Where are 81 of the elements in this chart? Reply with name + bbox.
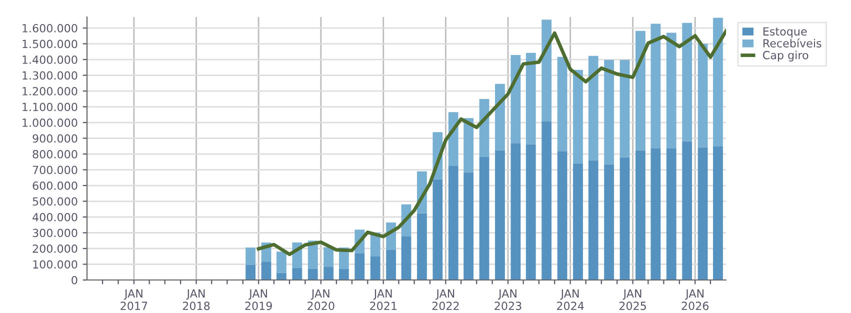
bar — [682, 141, 692, 280]
bar — [510, 54, 521, 144]
bar — [354, 254, 365, 280]
legend-label: Recebíveis — [763, 38, 822, 48]
y-tick-label: 400.000 — [32, 212, 78, 222]
bar — [246, 264, 256, 280]
bar — [713, 146, 723, 280]
y-tick-label: 500.000 — [32, 197, 78, 206]
bar — [261, 262, 272, 280]
bar — [666, 32, 676, 148]
bar — [588, 56, 598, 160]
y-tick-label: 100.000 — [33, 260, 78, 269]
bar — [495, 84, 505, 150]
line-series — [256, 29, 726, 256]
bar — [588, 160, 598, 280]
bar — [370, 256, 380, 280]
y-tick-label: 0 — [72, 276, 78, 284]
bar — [636, 150, 646, 280]
bar — [464, 172, 474, 280]
bar — [636, 30, 646, 150]
bar — [246, 248, 256, 265]
bar — [573, 163, 583, 280]
y-tick-label: 600.000 — [32, 181, 78, 190]
bar — [620, 60, 630, 158]
x-tick-label: JAN 2020 — [308, 289, 334, 310]
bar — [557, 151, 568, 280]
bar — [308, 268, 318, 280]
bar — [432, 179, 443, 280]
x-tick-label: JAN 2026 — [682, 289, 709, 310]
bar — [338, 268, 349, 280]
bar — [620, 157, 630, 280]
bar — [276, 252, 286, 273]
bar — [276, 272, 286, 280]
bar — [650, 148, 661, 280]
bar — [324, 266, 334, 280]
bar — [292, 268, 302, 280]
bar — [495, 150, 505, 280]
y-tick-label: 1.300.000 — [22, 71, 78, 80]
bar — [713, 18, 723, 146]
y-tick-label: 1.100.000 — [22, 102, 78, 112]
bar — [542, 20, 552, 122]
y-tick-label: 1.400.000 — [22, 55, 78, 64]
y-tick-label: 1.200.000 — [22, 86, 78, 96]
x-tick-label: JAN 2024 — [556, 289, 584, 310]
bar — [698, 147, 708, 280]
bar — [604, 60, 614, 164]
y-tick-label: 200.000 — [32, 244, 78, 253]
y-tick-label: 1.000.000 — [22, 118, 78, 127]
bar — [682, 22, 692, 142]
x-tick-label: JAN 2017 — [120, 289, 148, 310]
bar — [573, 70, 583, 164]
bar — [526, 52, 536, 144]
y-tick-label: 800.000 — [32, 150, 78, 158]
bar — [526, 144, 536, 280]
y-tick-label: 1.500.000 — [22, 40, 78, 48]
bar — [448, 166, 458, 280]
x-tick-label: JAN 2023 — [494, 289, 522, 310]
bar — [324, 247, 334, 267]
bar — [650, 24, 661, 148]
bar — [401, 236, 412, 280]
bar — [666, 148, 676, 280]
x-tick-label: JAN 2019 — [245, 289, 272, 310]
y-tick-label: 700.000 — [32, 166, 78, 174]
y-tick-label: 900.000 — [32, 134, 78, 143]
x-tick-label: JAN 2021 — [370, 289, 396, 310]
legend-label: Cap giro — [763, 50, 808, 62]
x-tick-label: JAN 2018 — [182, 289, 210, 310]
bar — [604, 164, 614, 280]
bar — [386, 250, 396, 280]
bar — [557, 56, 568, 152]
bar — [698, 44, 708, 148]
x-tick-label: JAN 2025 — [619, 289, 646, 310]
bar — [479, 157, 490, 280]
bar — [542, 121, 552, 280]
legend-label: Estoque — [763, 27, 807, 38]
bar — [464, 118, 474, 172]
y-tick-label: 1.600.000 — [22, 24, 78, 32]
bar — [510, 143, 521, 280]
y-tick-label: 300.000 — [32, 228, 78, 238]
bar — [417, 213, 427, 280]
x-tick-label: JAN 2022 — [432, 289, 459, 310]
